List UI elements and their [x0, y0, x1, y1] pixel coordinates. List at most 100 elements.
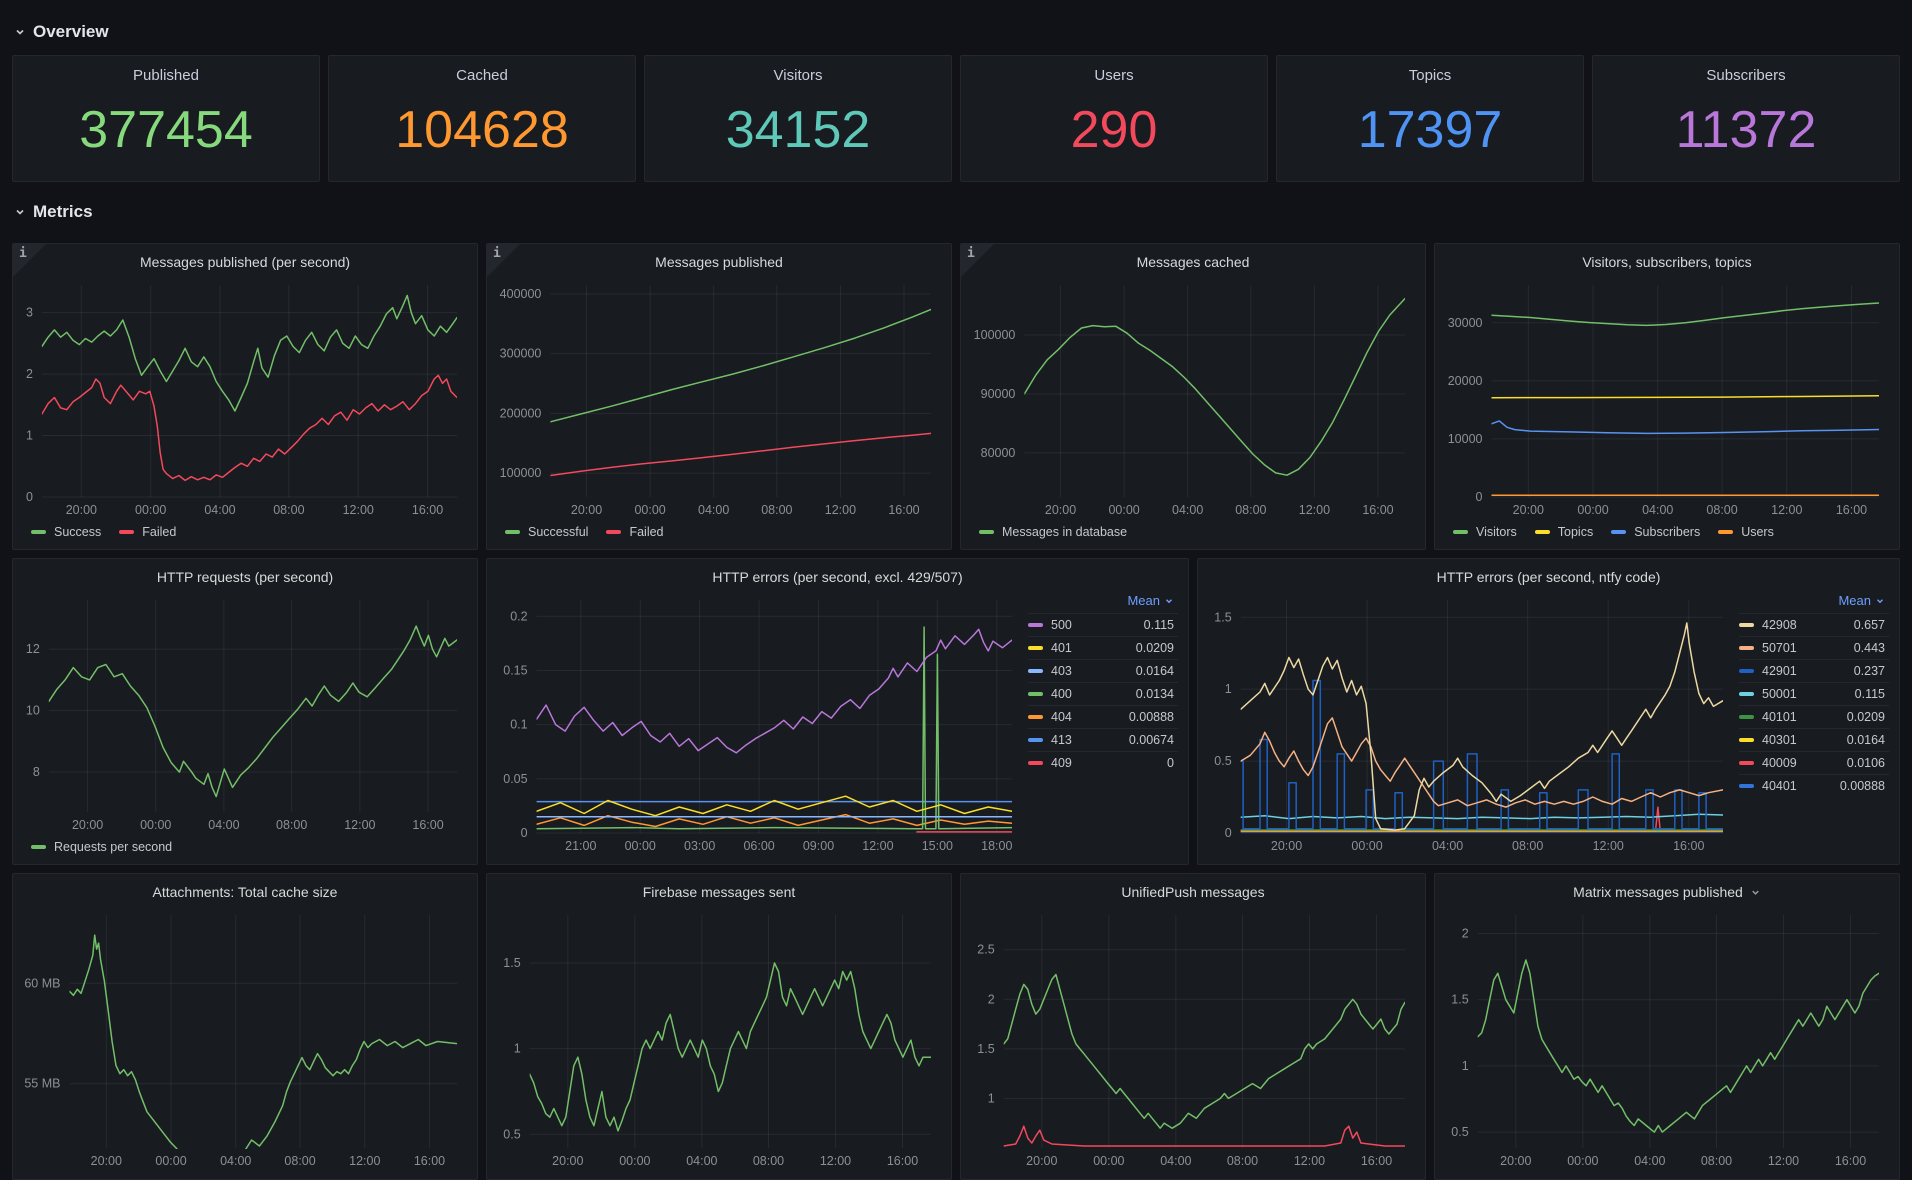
chart-plot: 8 10 12 20:00 00:00 04:00 08:00 12:00 16:00	[26, 600, 458, 832]
panel-title[interactable]: Messages published	[497, 249, 941, 275]
panel-title-text: HTTP errors (per second, ntfy code)	[1436, 569, 1661, 585]
legend-item[interactable]: Visitors	[1453, 525, 1517, 539]
section-title: Overview	[33, 22, 109, 41]
panel-title[interactable]: Messages published (per second)	[23, 249, 467, 275]
chart-panel[interactable]: i HTTP errors (per second, ntfy code) 00…	[1197, 558, 1900, 865]
panel-info-icon[interactable]: i	[487, 244, 520, 277]
legend-item[interactable]: Topics	[1534, 525, 1593, 539]
legend-row[interactable]: 40009 0.0106	[1739, 751, 1889, 774]
stat-value: 17397	[1357, 100, 1503, 159]
svg-text:0: 0	[26, 490, 33, 504]
series-color-swatch	[1028, 623, 1043, 627]
chart-panel[interactable]: i Matrix messages published 0.511.5220:0…	[1434, 873, 1900, 1180]
legend-row[interactable]: 400 0.0134	[1028, 682, 1178, 705]
legend-row[interactable]: 401 0.0209	[1028, 636, 1178, 659]
legend-row[interactable]: 42908 0.657	[1739, 613, 1889, 636]
panel-info-icon[interactable]: i	[13, 244, 46, 277]
chart-panel[interactable]: i Messages published (per second) 0 1 2 3 20…	[12, 243, 478, 550]
svg-text:0: 0	[1476, 490, 1483, 504]
chart-panel[interactable]: i UnifiedPush messages 11.522.520:0000:0…	[960, 873, 1426, 1180]
panel-title[interactable]: Firebase messages sent	[497, 879, 941, 905]
panel-title-text: Messages published	[655, 254, 783, 270]
svg-text:08:00: 08:00	[1701, 1154, 1732, 1168]
legend-table[interactable]: Mean 500 0.115 401 0.0209 403 0.0164 400 0.0134 4…	[1028, 590, 1178, 774]
legend-row[interactable]: 403 0.0164	[1028, 659, 1178, 682]
legend-row[interactable]: 50701 0.443	[1739, 636, 1889, 659]
svg-text:0: 0	[1225, 826, 1232, 840]
panel-info-icon[interactable]: i	[961, 244, 994, 277]
overview-stat-row: Published 377454 Cached 104628 Visitors …	[12, 55, 1900, 182]
panel-title[interactable]: HTTP requests (per second)	[23, 564, 467, 590]
panel-title[interactable]: Matrix messages published	[1445, 879, 1889, 905]
legend-row[interactable]: 500 0.115	[1028, 613, 1178, 636]
chart-plot: 100000 200000 300000 400000 20:00 00:00 04:00 0…	[500, 285, 932, 517]
svg-text:90000: 90000	[981, 387, 1016, 401]
legend: Successful Failed	[497, 521, 941, 542]
legend-mean-header[interactable]: Mean	[1739, 590, 1889, 613]
panel-title[interactable]: HTTP errors (per second, ntfy code)	[1208, 564, 1889, 590]
chart-body: 0 10000 20000 30000 20:00 00:00 04:00 08:00 12:0…	[1445, 275, 1889, 521]
svg-text:12:00: 12:00	[1593, 839, 1624, 853]
chart-panel[interactable]: i Visitors, subscribers, topics 01000020…	[1434, 243, 1900, 550]
svg-text:16:00: 16:00	[412, 818, 443, 832]
chart-panel[interactable]: i Messages cached 80000 90000 100000 20:00 0…	[960, 243, 1426, 550]
svg-text:04:00: 04:00	[1160, 1154, 1191, 1168]
panel-title[interactable]: Visitors, subscribers, topics	[1445, 249, 1889, 275]
chart-plot: 55 MB 60 MB 20:00 00:00 04:00 08:00 12:00 16:00	[24, 915, 457, 1168]
legend-item[interactable]: Requests per second	[31, 840, 172, 854]
panel-title[interactable]: Messages cached	[971, 249, 1415, 275]
stat-value: 104628	[395, 100, 569, 159]
series-name: 413	[1051, 733, 1072, 747]
stat-panel[interactable]: Topics 17397	[1276, 55, 1584, 182]
legend-row[interactable]: 404 0.00888	[1028, 705, 1178, 728]
svg-text:00:00: 00:00	[140, 818, 171, 832]
svg-text:0.2: 0.2	[510, 609, 527, 623]
stat-panel[interactable]: Published 377454	[12, 55, 320, 182]
chart-panel[interactable]: i HTTP requests (per second) 8101220:000…	[12, 558, 478, 865]
svg-text:16:00: 16:00	[414, 1154, 445, 1168]
legend-item[interactable]: Users	[1718, 525, 1774, 539]
section-header-overview[interactable]: Overview	[0, 0, 1912, 55]
series-color-swatch	[979, 529, 994, 534]
panel-title[interactable]: Attachments: Total cache size	[23, 879, 467, 905]
svg-text:03:00: 03:00	[684, 839, 715, 853]
chart-panel[interactable]: i Messages published 100000 200000 300000 4…	[486, 243, 952, 550]
legend-row[interactable]: 40301 0.0164	[1739, 728, 1889, 751]
stat-title: Subscribers	[1706, 67, 1786, 84]
legend-item[interactable]: Success	[31, 525, 101, 539]
section-header-metrics[interactable]: Metrics	[0, 182, 1912, 235]
svg-text:08:00: 08:00	[1235, 503, 1266, 517]
series-color-swatch	[1028, 761, 1043, 765]
legend-item[interactable]: Messages in database	[979, 525, 1127, 539]
legend-mean-header[interactable]: Mean	[1028, 590, 1178, 613]
svg-text:00:00: 00:00	[155, 1154, 186, 1168]
legend-item[interactable]: Failed	[606, 525, 664, 539]
chart-panel[interactable]: i Firebase messages sent 0.511.520:0000:…	[486, 873, 952, 1180]
svg-text:300000: 300000	[500, 347, 542, 361]
chart-panel[interactable]: i Attachments: Total cache size 55 MB60 …	[12, 873, 478, 1180]
legend-row[interactable]: 409 0	[1028, 751, 1178, 774]
legend-row[interactable]: 413 0.00674	[1028, 728, 1178, 751]
legend-row[interactable]: 40101 0.0209	[1739, 705, 1889, 728]
panel-title[interactable]: HTTP errors (per second, excl. 429/507)	[497, 564, 1178, 590]
svg-text:00:00: 00:00	[634, 503, 665, 517]
legend-item[interactable]: Successful	[505, 525, 588, 539]
series-color-swatch	[1611, 529, 1627, 534]
svg-text:100000: 100000	[500, 466, 542, 480]
legend-row[interactable]: 42901 0.237	[1739, 659, 1889, 682]
stat-panel[interactable]: Cached 104628	[328, 55, 636, 182]
chart-panel[interactable]: i HTTP errors (per second, excl. 429/507…	[486, 558, 1189, 865]
panel-title[interactable]: UnifiedPush messages	[971, 879, 1415, 905]
legend-table[interactable]: Mean 42908 0.657 50701 0.443 42901 0.237 50001 0…	[1739, 590, 1889, 797]
legend-item[interactable]: Subscribers	[1611, 525, 1700, 539]
stat-panel[interactable]: Users 290	[960, 55, 1268, 182]
stat-value: 290	[1070, 100, 1158, 159]
series-color-swatch	[1739, 623, 1754, 627]
stat-panel[interactable]: Visitors 34152	[644, 55, 952, 182]
legend-row[interactable]: 50001 0.115	[1739, 682, 1889, 705]
svg-text:12:00: 12:00	[1768, 1154, 1799, 1168]
series-color-swatch	[31, 844, 46, 849]
legend-row[interactable]: 40401 0.00888	[1739, 774, 1889, 797]
stat-panel[interactable]: Subscribers 11372	[1592, 55, 1900, 182]
legend-item[interactable]: Failed	[119, 525, 176, 539]
